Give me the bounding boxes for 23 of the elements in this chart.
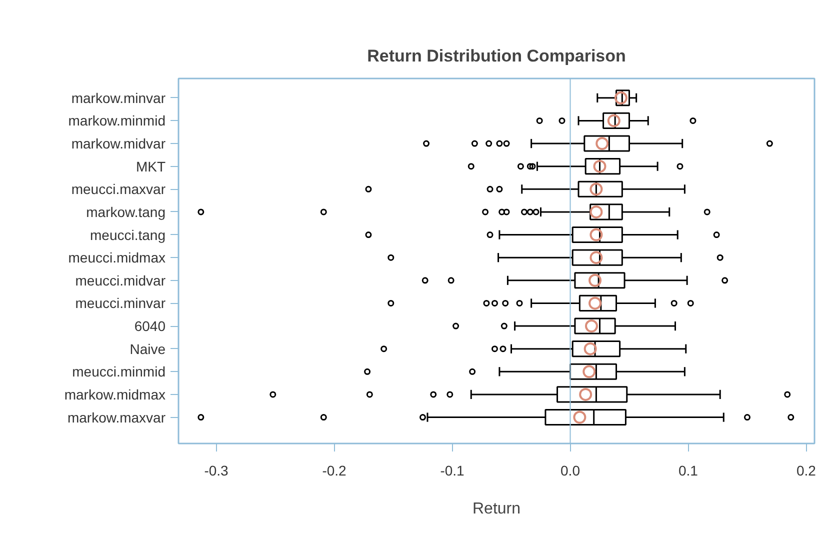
y-tick-label: markow.midvar: [71, 136, 166, 152]
x-tick-label: -0.2: [322, 462, 347, 478]
x-axis-title: Return: [472, 500, 521, 518]
x-tick-label: 0.2: [796, 462, 816, 478]
y-tick-label: markow.minvar: [71, 90, 166, 106]
y-tick-label: markow.tang: [86, 204, 166, 220]
y-tick-label: markow.maxvar: [67, 409, 166, 426]
y-tick-label: MKT: [136, 158, 166, 174]
y-tick-label: markow.midmax: [64, 386, 166, 402]
x-tick-label: 0.1: [678, 462, 698, 478]
y-tick-label: markow.minmid: [68, 112, 166, 129]
y-tick-label: 6040: [134, 318, 166, 334]
y-tick-label: meucci.midvar: [75, 272, 166, 288]
y-tick-label: meucci.minmid: [72, 364, 166, 380]
y-tick-label: Naive: [130, 340, 166, 357]
y-tick-label: meucci.maxvar: [71, 181, 166, 198]
x-tick-label: -0.1: [440, 462, 465, 478]
y-tick-label: meucci.tang: [90, 226, 166, 243]
chart-title: Return Distribution Comparison: [367, 46, 626, 66]
x-tick-label: -0.3: [204, 462, 229, 478]
y-tick-label: meucci.midmax: [68, 250, 166, 266]
x-tick-label: 0.0: [560, 462, 580, 478]
y-tick-label: meucci.minvar: [75, 295, 166, 312]
